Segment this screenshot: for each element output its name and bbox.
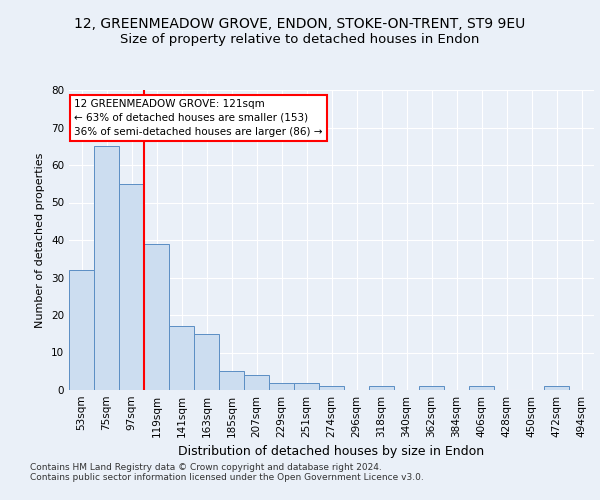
Text: 12 GREENMEADOW GROVE: 121sqm
← 63% of detached houses are smaller (153)
36% of s: 12 GREENMEADOW GROVE: 121sqm ← 63% of de…	[74, 99, 323, 137]
Bar	[419, 386, 444, 390]
Bar	[194, 334, 219, 390]
Bar	[169, 326, 194, 390]
Bar	[294, 382, 319, 390]
Bar	[269, 382, 294, 390]
Bar	[144, 244, 169, 390]
Bar	[69, 270, 94, 390]
Bar	[469, 386, 494, 390]
Text: Size of property relative to detached houses in Endon: Size of property relative to detached ho…	[121, 32, 479, 46]
Bar	[369, 386, 394, 390]
Bar	[544, 386, 569, 390]
Text: 12, GREENMEADOW GROVE, ENDON, STOKE-ON-TRENT, ST9 9EU: 12, GREENMEADOW GROVE, ENDON, STOKE-ON-T…	[74, 18, 526, 32]
Bar	[319, 386, 344, 390]
Bar	[244, 375, 269, 390]
X-axis label: Distribution of detached houses by size in Endon: Distribution of detached houses by size …	[178, 446, 485, 458]
Text: Contains HM Land Registry data © Crown copyright and database right 2024.
Contai: Contains HM Land Registry data © Crown c…	[30, 463, 424, 482]
Bar	[119, 184, 144, 390]
Y-axis label: Number of detached properties: Number of detached properties	[35, 152, 46, 328]
Bar	[219, 371, 244, 390]
Bar	[94, 146, 119, 390]
